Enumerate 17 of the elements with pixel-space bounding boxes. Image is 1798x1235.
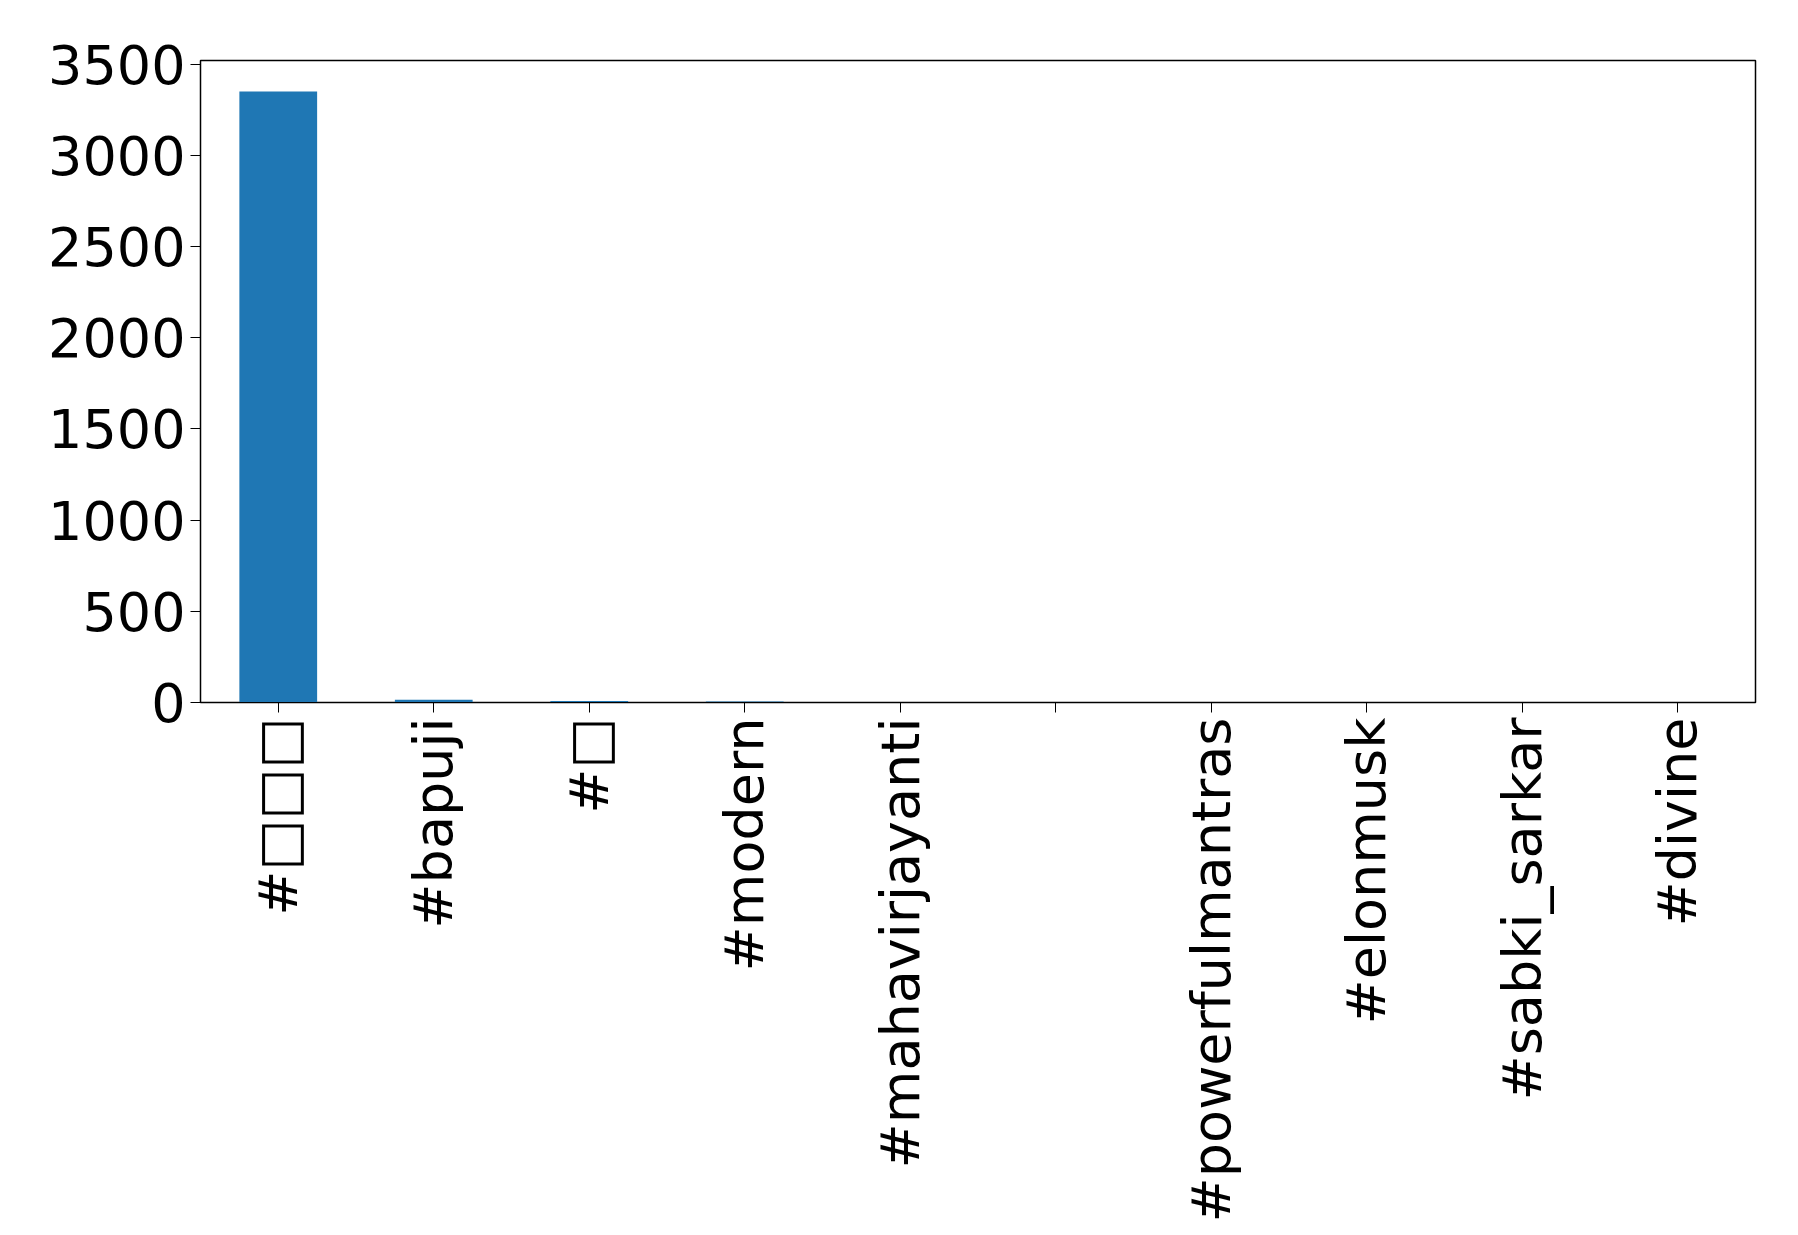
x-tick-label: #□ <box>557 717 621 814</box>
y-tick-label: 2000 <box>48 307 186 371</box>
y-tick-label: 3000 <box>48 124 186 188</box>
x-tick-label: #divine <box>1646 717 1710 927</box>
x-tick-label: #bapuji <box>402 717 466 929</box>
x-tick-label: #□□□ <box>246 717 310 916</box>
x-tick-label: #elonmusk <box>1335 716 1399 1025</box>
x-tick-label: #sabki_sarkar <box>1490 716 1554 1101</box>
y-tick-label: 1000 <box>48 489 186 553</box>
y-tick-label: 500 <box>82 580 186 644</box>
y-tick-label: 2500 <box>48 216 186 280</box>
y-tick-label: 0 <box>151 672 186 735</box>
y-tick-label: 1500 <box>48 398 186 462</box>
x-tick-label: #powerfulmantras <box>1179 717 1243 1223</box>
x-tick-label: #modern <box>713 717 777 972</box>
y-tick-label: 3500 <box>48 33 186 97</box>
x-tick-label: #mahavirjayanti <box>868 717 932 1169</box>
